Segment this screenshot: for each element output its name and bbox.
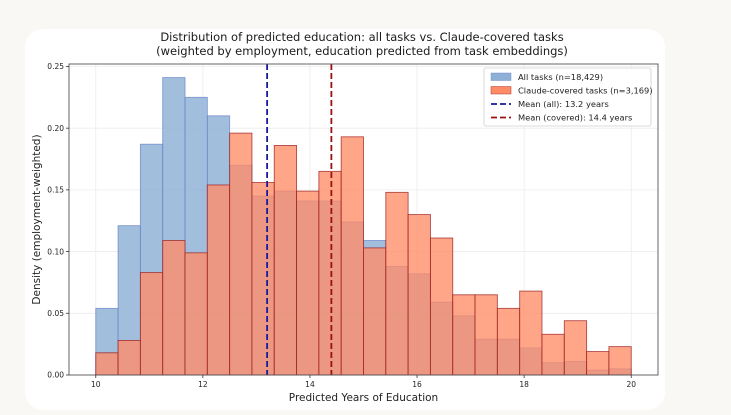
bar-claude-covered bbox=[162, 240, 186, 376]
bar-claude-covered bbox=[117, 339, 141, 376]
bar-claude-covered bbox=[496, 307, 521, 376]
bar-claude-covered bbox=[95, 352, 119, 376]
y-tick-label: 0.20 bbox=[47, 124, 64, 133]
x-axis-label: Predicted Years of Education bbox=[289, 392, 438, 404]
legend-swatch bbox=[490, 86, 512, 95]
bar-claude-covered bbox=[474, 294, 498, 376]
bar-claude-covered bbox=[586, 351, 610, 376]
legend-item-mean-all: Mean (all): 13.2 years bbox=[491, 99, 609, 109]
chart-subtitle: (weighted by employment, education predi… bbox=[156, 44, 568, 58]
bar-claude-covered bbox=[363, 247, 387, 376]
bar-claude-covered bbox=[273, 145, 298, 376]
x-tick-label: 20 bbox=[626, 380, 636, 389]
bar-claude-covered bbox=[206, 184, 231, 376]
y-tick-label: 0.05 bbox=[47, 309, 64, 318]
y-tick-label: 0.25 bbox=[47, 62, 64, 71]
legend-item-claude-covered: Claude-covered tasks (n=3,169) bbox=[490, 86, 653, 96]
x-axis-ticks: 10 12 14 16 18 20 bbox=[91, 375, 636, 389]
y-axis-ticks: 0.00 0.05 0.10 0.15 0.20 0.25 bbox=[47, 62, 69, 380]
series-claude-covered bbox=[95, 132, 632, 376]
x-tick-label: 10 bbox=[91, 380, 101, 389]
x-tick-label: 12 bbox=[198, 380, 208, 389]
bar-claude-covered bbox=[385, 191, 409, 376]
legend-swatch bbox=[490, 72, 512, 81]
x-tick-label: 14 bbox=[305, 380, 315, 389]
bar-claude-covered bbox=[139, 272, 164, 376]
y-tick-label: 0.15 bbox=[47, 186, 64, 195]
bar-claude-covered bbox=[318, 170, 342, 376]
bar-claude-covered bbox=[296, 190, 320, 376]
legend-item-mean-covered: Mean (covered): 14.4 years bbox=[491, 113, 632, 123]
x-tick-label: 16 bbox=[412, 380, 422, 389]
legend-label: All tasks (n=18,429) bbox=[518, 72, 603, 82]
bar-claude-covered bbox=[251, 182, 275, 376]
chart-title: Distribution of predicted education: all… bbox=[160, 30, 563, 44]
plot-frame bbox=[68, 63, 659, 376]
bar-claude-covered bbox=[452, 294, 476, 376]
y-tick-label: 0.00 bbox=[47, 371, 64, 380]
y-axis-label: Density (employment-weighted) bbox=[31, 134, 43, 304]
legend-label: Claude-covered tasks (n=3,169) bbox=[518, 86, 653, 96]
x-tick-label: 18 bbox=[519, 380, 529, 389]
bar-claude-covered bbox=[563, 320, 588, 376]
bar-claude-covered bbox=[519, 290, 543, 376]
legend-label: Mean (all): 13.2 years bbox=[518, 99, 609, 109]
legend: All tasks (n=18,429) Claude-covered tasks… bbox=[483, 67, 653, 127]
bar-claude-covered bbox=[407, 214, 431, 376]
legend-label: Mean (covered): 14.4 years bbox=[518, 113, 632, 123]
bar-claude-covered bbox=[184, 252, 208, 376]
axes bbox=[68, 63, 659, 376]
bar-claude-covered bbox=[340, 136, 364, 376]
bar-claude-covered bbox=[229, 132, 253, 376]
bar-claude-covered bbox=[429, 237, 454, 376]
legend-item-all-tasks: All tasks (n=18,429) bbox=[490, 72, 603, 82]
legend-box bbox=[483, 67, 652, 127]
bar-claude-covered bbox=[608, 346, 632, 376]
mean-lines bbox=[266, 64, 333, 375]
y-tick-label: 0.10 bbox=[47, 247, 64, 256]
bar-claude-covered bbox=[541, 333, 565, 376]
